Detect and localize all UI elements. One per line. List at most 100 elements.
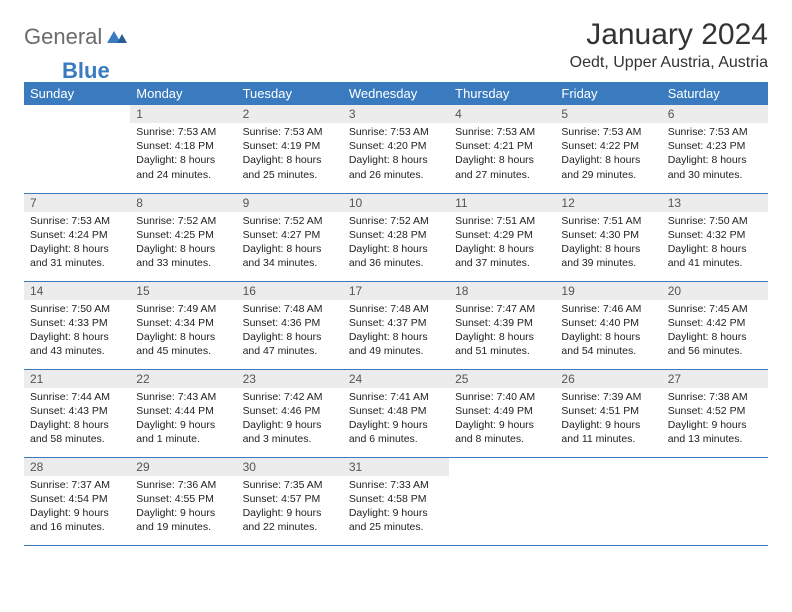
day-content-line: Sunset: 4:54 PM xyxy=(30,492,124,506)
day-number: 26 xyxy=(555,370,661,388)
day-content-line: Sunset: 4:23 PM xyxy=(668,139,762,153)
calendar-day-cell: 14Sunrise: 7:50 AMSunset: 4:33 PMDayligh… xyxy=(24,281,130,369)
day-content-line: Sunrise: 7:42 AM xyxy=(243,390,337,404)
day-content-line: Sunset: 4:58 PM xyxy=(349,492,443,506)
day-number: 18 xyxy=(449,282,555,300)
day-number: 11 xyxy=(449,194,555,212)
day-content-line: Daylight: 8 hours xyxy=(455,153,549,167)
day-content-line: Daylight: 8 hours xyxy=(136,242,230,256)
day-content-line: and 27 minutes. xyxy=(455,168,549,182)
calendar-day-cell: 1Sunrise: 7:53 AMSunset: 4:18 PMDaylight… xyxy=(130,105,236,193)
day-content-line: Sunrise: 7:44 AM xyxy=(30,390,124,404)
day-content: Sunrise: 7:38 AMSunset: 4:52 PMDaylight:… xyxy=(662,388,768,451)
day-content-line: and 26 minutes. xyxy=(349,168,443,182)
day-content-line: and 19 minutes. xyxy=(136,520,230,534)
day-number: 15 xyxy=(130,282,236,300)
day-content: Sunrise: 7:53 AMSunset: 4:18 PMDaylight:… xyxy=(130,123,236,186)
day-content-line: and 25 minutes. xyxy=(243,168,337,182)
day-content: Sunrise: 7:45 AMSunset: 4:42 PMDaylight:… xyxy=(662,300,768,363)
day-content-line: Sunrise: 7:50 AM xyxy=(668,214,762,228)
day-content: Sunrise: 7:43 AMSunset: 4:44 PMDaylight:… xyxy=(130,388,236,451)
day-content-line: and 8 minutes. xyxy=(455,432,549,446)
day-content-line: Sunrise: 7:53 AM xyxy=(136,125,230,139)
day-content-line: Daylight: 8 hours xyxy=(561,153,655,167)
calendar-body: 1Sunrise: 7:53 AMSunset: 4:18 PMDaylight… xyxy=(24,105,768,545)
calendar-day-cell: 16Sunrise: 7:48 AMSunset: 4:36 PMDayligh… xyxy=(237,281,343,369)
day-content-line: Sunset: 4:25 PM xyxy=(136,228,230,242)
day-content-line: Sunset: 4:30 PM xyxy=(561,228,655,242)
calendar-day-cell xyxy=(449,457,555,545)
day-content-line: and 33 minutes. xyxy=(136,256,230,270)
day-content-line: and 43 minutes. xyxy=(30,344,124,358)
day-content-line: Sunrise: 7:51 AM xyxy=(455,214,549,228)
day-number: 30 xyxy=(237,458,343,476)
day-content-line: Sunset: 4:24 PM xyxy=(30,228,124,242)
day-content: Sunrise: 7:47 AMSunset: 4:39 PMDaylight:… xyxy=(449,300,555,363)
day-content-line: Sunset: 4:55 PM xyxy=(136,492,230,506)
day-number xyxy=(449,458,555,476)
day-content-line: Daylight: 8 hours xyxy=(243,153,337,167)
day-content xyxy=(555,476,661,482)
day-content-line: Sunrise: 7:37 AM xyxy=(30,478,124,492)
calendar-day-cell: 11 Sunrise: 7:51 AMSunset: 4:29 PMDayligh… xyxy=(449,193,555,281)
calendar-week-row: 1Sunrise: 7:53 AMSunset: 4:18 PMDaylight… xyxy=(24,105,768,193)
day-content-line: Sunset: 4:29 PM xyxy=(455,228,549,242)
day-content-line: Sunset: 4:42 PM xyxy=(668,316,762,330)
calendar-day-cell: 13Sunrise: 7:50 AMSunset: 4:32 PMDayligh… xyxy=(662,193,768,281)
day-content: Sunrise: 7:53 AMSunset: 4:22 PMDaylight:… xyxy=(555,123,661,186)
day-content-line: Sunrise: 7:39 AM xyxy=(561,390,655,404)
day-content-line: and 56 minutes. xyxy=(668,344,762,358)
weekday-header: Thursday xyxy=(449,82,555,105)
day-content-line: Sunrise: 7:52 AM xyxy=(349,214,443,228)
day-content-line: and 54 minutes. xyxy=(561,344,655,358)
day-content-line: Sunrise: 7:33 AM xyxy=(349,478,443,492)
day-content: Sunrise: 7:53 AMSunset: 4:21 PMDaylight:… xyxy=(449,123,555,186)
day-content-line: Daylight: 8 hours xyxy=(349,330,443,344)
day-number xyxy=(555,458,661,476)
day-content-line: Sunrise: 7:38 AM xyxy=(668,390,762,404)
day-content-line: and 51 minutes. xyxy=(455,344,549,358)
day-content-line: Sunset: 4:39 PM xyxy=(455,316,549,330)
day-content: Sunrise: 7:53 AMSunset: 4:24 PMDaylight:… xyxy=(24,212,130,275)
day-content-line: and 49 minutes. xyxy=(349,344,443,358)
day-content-line: Daylight: 8 hours xyxy=(136,330,230,344)
day-content-line: and 30 minutes. xyxy=(668,168,762,182)
weekday-header: Saturday xyxy=(662,82,768,105)
day-number: 28 xyxy=(24,458,130,476)
calendar-day-cell: 25Sunrise: 7:40 AMSunset: 4:49 PMDayligh… xyxy=(449,369,555,457)
day-content-line: Daylight: 8 hours xyxy=(30,242,124,256)
day-content: Sunrise: 7:52 AMSunset: 4:25 PMDaylight:… xyxy=(130,212,236,275)
day-content-line: Sunset: 4:57 PM xyxy=(243,492,337,506)
day-content-line: Daylight: 8 hours xyxy=(455,242,549,256)
weekday-header: Friday xyxy=(555,82,661,105)
day-number xyxy=(662,458,768,476)
day-number: 2 xyxy=(237,105,343,123)
day-number: 19 xyxy=(555,282,661,300)
day-content-line: and 36 minutes. xyxy=(349,256,443,270)
day-content-line: Daylight: 9 hours xyxy=(136,506,230,520)
day-content-line: Sunrise: 7:48 AM xyxy=(349,302,443,316)
day-number: 29 xyxy=(130,458,236,476)
calendar-day-cell: 3Sunrise: 7:53 AMSunset: 4:20 PMDaylight… xyxy=(343,105,449,193)
month-title: January 2024 xyxy=(570,18,768,52)
day-content-line: Sunset: 4:49 PM xyxy=(455,404,549,418)
day-content-line: Sunrise: 7:53 AM xyxy=(349,125,443,139)
day-number: 8 xyxy=(130,194,236,212)
page-header: General January 2024 Oedt, Upper Austria… xyxy=(24,18,768,72)
day-number xyxy=(24,105,130,123)
day-content: Sunrise: 7:50 AMSunset: 4:32 PMDaylight:… xyxy=(662,212,768,275)
day-number: 3 xyxy=(343,105,449,123)
day-content-line: Daylight: 9 hours xyxy=(349,418,443,432)
day-content-line: Daylight: 8 hours xyxy=(243,242,337,256)
calendar-day-cell: 6Sunrise: 7:53 AMSunset: 4:23 PMDaylight… xyxy=(662,105,768,193)
day-content-line: and 6 minutes. xyxy=(349,432,443,446)
day-content-line: Sunset: 4:51 PM xyxy=(561,404,655,418)
day-content-line: Daylight: 9 hours xyxy=(668,418,762,432)
day-content: Sunrise: 7:41 AMSunset: 4:48 PMDaylight:… xyxy=(343,388,449,451)
day-number: 24 xyxy=(343,370,449,388)
day-content-line: and 24 minutes. xyxy=(136,168,230,182)
day-content-line: Sunset: 4:36 PM xyxy=(243,316,337,330)
day-content-line: Sunset: 4:34 PM xyxy=(136,316,230,330)
day-number: 23 xyxy=(237,370,343,388)
calendar-day-cell: 10Sunrise: 7:52 AMSunset: 4:28 PMDayligh… xyxy=(343,193,449,281)
